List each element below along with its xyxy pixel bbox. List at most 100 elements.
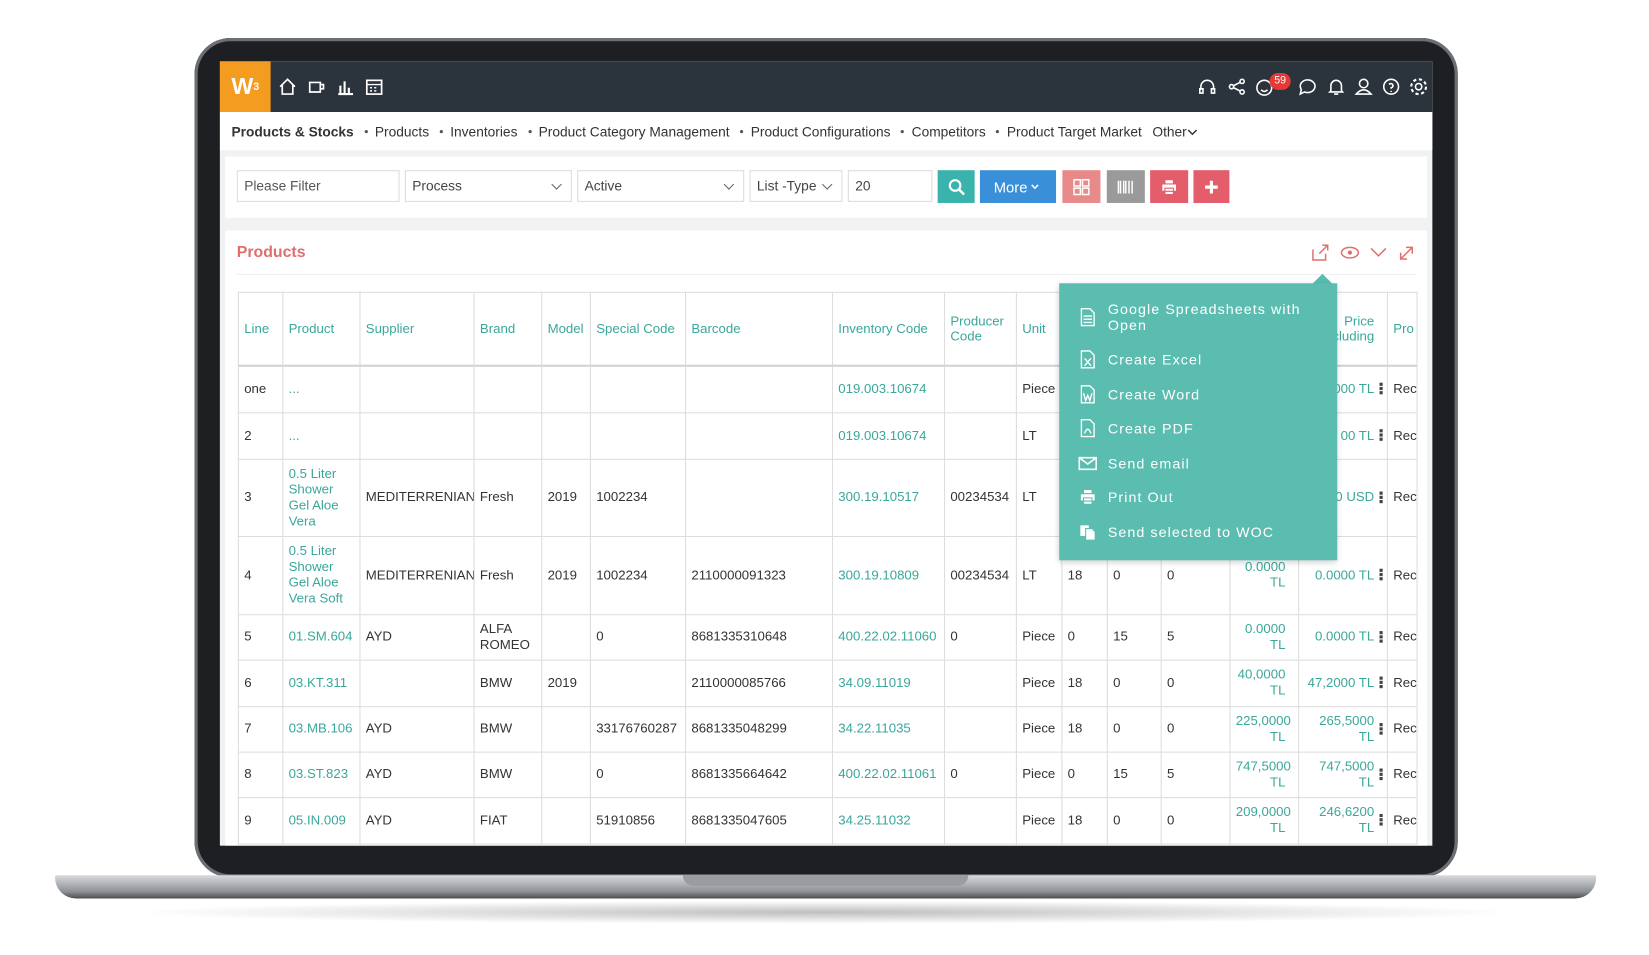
grid-button[interactable] [1062,170,1101,203]
other-menu[interactable]: Other [1152,123,1197,139]
table-cell[interactable]: 34.25.11032 [831,796,946,845]
settings-icon[interactable] [1408,76,1429,97]
table-cell: 00234534 [943,535,1017,615]
breadcrumb-item[interactable]: Inventories [440,123,517,139]
table-cell[interactable]: ... [282,411,361,460]
table-cell[interactable]: 05.IN.009 [282,796,361,845]
calendar-icon[interactable] [364,76,385,97]
user-icon[interactable] [1353,76,1374,97]
table-cell: 8681335310648 [685,613,833,661]
table-cell[interactable]: 34.22.11035 [831,705,946,753]
table-cell [473,365,543,413]
table-cell[interactable]: 300.19.10809 [831,535,946,615]
breadcrumb-item[interactable]: Competitors [901,123,986,139]
table-cell: Rec [1386,613,1418,661]
home-icon[interactable] [277,76,298,97]
laptop-notch [682,875,969,886]
menu-label: Google Spreadsheets with Open [1107,301,1301,333]
table-row[interactable]: 9 05.IN.009 AYD FIAT 51910856 8681335047605 34… [237,796,1418,845]
table-cell[interactable]: 400.22.02.11060 [831,613,946,661]
table-cell[interactable]: 01.SM.604 [282,613,361,661]
table-cell[interactable]: 40,0000 TL [1229,659,1300,707]
table-cell[interactable]: 400.22.02.11061 [831,751,946,798]
menu-item[interactable]: Send selected to WOC [1078,522,1321,541]
search-button[interactable] [937,170,975,203]
table-row[interactable]: 6 03.KT.311 BMW 2019 2110000085766 34.09.1101… [237,659,1418,707]
table-cell[interactable]: 265,5000 TL [1298,705,1388,753]
share-icon[interactable] [1226,76,1247,97]
breadcrumb-item[interactable]: Product Category Management [528,123,730,139]
table-cell: 00234534 [943,458,1017,537]
process-select[interactable]: Process [404,170,572,202]
column-header[interactable]: Inventory Code [831,291,946,367]
table-cell[interactable]: ... [282,365,361,413]
chat-icon[interactable] [1297,76,1318,97]
add-button[interactable] [1193,170,1230,203]
cup-icon[interactable] [306,76,327,97]
table-cell[interactable]: 225,0000 TL [1229,705,1300,753]
menu-item[interactable]: Create Excel [1078,350,1321,369]
menu-item[interactable]: Print Out [1078,487,1321,506]
list-type-select[interactable]: List -Type [749,170,843,202]
print-button[interactable] [1150,170,1189,203]
menu-item[interactable]: Send email [1078,453,1321,472]
chart-icon[interactable] [335,76,356,97]
table-cell[interactable]: 019.003.10674 [831,411,946,460]
table-cell[interactable]: 019.003.10674 [831,365,946,413]
panel-actions[interactable] [1311,243,1422,262]
help-icon[interactable] [1381,76,1402,97]
column-header[interactable]: Pro [1386,291,1418,367]
table-row[interactable]: 7 03.MB.106 AYD BMW 33176760287 8681335048299… [237,705,1418,753]
table-row[interactable]: 5 01.SM.604 AYD ALFA ROMEO 0 8681335310648 400… [237,613,1418,661]
table-cell[interactable]: 246,6200 TL [1298,796,1388,845]
bell-icon[interactable] [1326,76,1347,97]
table-cell: 18 [1061,705,1108,753]
menu-item[interactable]: Google Spreadsheets with Open [1078,301,1321,333]
menu-item[interactable]: Create Word [1078,385,1321,404]
table-row[interactable]: 4 0.5 Liter Shower Gel Aloe Vera Soft MEDI… [237,535,1418,615]
column-header[interactable]: Special Code [589,291,687,367]
table-cell[interactable]: 209,0000 TL [1229,796,1300,845]
breadcrumb-item[interactable]: Product Target Market [996,123,1142,139]
table-cell[interactable]: 03.ST.823 [282,751,361,798]
column-header[interactable]: Product [282,291,361,367]
page-size-input[interactable]: 20 [847,170,933,202]
table-cell: Piece [1015,659,1063,707]
filter-input[interactable]: Please Filter [236,170,400,202]
table-cell: Piece [1015,365,1063,413]
laptop-shadow [126,900,1523,924]
more-button[interactable]: More [979,170,1057,203]
table-cell[interactable]: 300.19.10517 [831,458,946,537]
breadcrumb-item[interactable]: Product Configurations [740,123,891,139]
table-row[interactable]: 8 03.ST.823 AYD BMW 0 8681335664642 400.22.02.… [237,751,1418,798]
section-title[interactable]: Products & Stocks [231,123,354,140]
table-cell[interactable]: 47,2000 TL [1298,659,1388,707]
table-cell[interactable]: 03.MB.106 [282,705,361,753]
menu-item[interactable]: Create PDF [1078,418,1321,438]
column-header[interactable]: Barcode [685,291,833,367]
table-cell: 0 [589,751,687,798]
breadcrumb-item[interactable]: Products [364,123,429,139]
table-cell[interactable]: 747,5000 TL [1229,751,1300,798]
table-cell: 0 [589,613,687,661]
table-cell: Fresh [473,535,543,615]
status-select[interactable]: Active [577,170,745,202]
table-cell[interactable]: 0.0000 TL [1298,613,1388,661]
headset-icon[interactable] [1197,76,1218,97]
table-cell[interactable]: 34.09.11019 [831,659,946,707]
column-header[interactable]: Line [237,291,284,367]
column-header[interactable]: Supplier [359,291,475,367]
table-cell[interactable]: 0.5 Liter Shower Gel Aloe Vera Soft [282,535,361,615]
table-cell: 51910856 [589,796,687,845]
table-cell[interactable]: 747,5000 TL [1298,751,1388,798]
table-cell[interactable]: 03.KT.311 [282,659,361,707]
column-header[interactable]: Producer Code [943,291,1017,367]
table-cell[interactable]: 0.5 Liter Shower Gel Aloe Vera [282,458,361,537]
table-cell[interactable]: 0.0000 TL [1229,613,1300,661]
barcode-button[interactable] [1106,170,1145,203]
column-header[interactable]: Model [541,291,591,367]
column-header[interactable]: Brand [473,291,543,367]
column-header[interactable]: Unit [1015,291,1063,367]
table-cell: 33176760287 [589,705,687,753]
